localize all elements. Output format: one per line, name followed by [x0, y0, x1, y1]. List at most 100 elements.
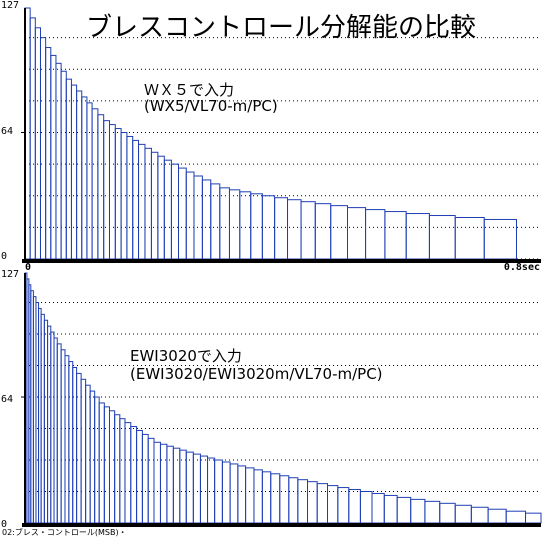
- chart-0-ytick-max: 127: [1, 0, 19, 11]
- chart-1-bar: [119, 418, 126, 524]
- chart-1-bar: [172, 447, 181, 524]
- chart-1-bar: [253, 469, 263, 524]
- chart-1-bar: [270, 473, 281, 524]
- chart-1-bar: [108, 410, 116, 524]
- chart-1-bar: [221, 461, 231, 524]
- chart-1-bar: [337, 487, 350, 524]
- chart-1-bar: [64, 355, 70, 524]
- chart-1-bar: [89, 390, 96, 524]
- chart-1-bar: [383, 494, 398, 524]
- chart-1-bar: [141, 433, 149, 524]
- chart-1-bar: [166, 445, 174, 524]
- chart-0-bar: [228, 189, 241, 260]
- chart-0-bar: [170, 163, 180, 260]
- chart-1-bar: [261, 471, 272, 524]
- chart-1-bar: [103, 406, 110, 524]
- chart-1-ytick-mid: 64: [1, 394, 13, 405]
- chart-1-bar: [68, 361, 74, 524]
- chart-1-bar: [237, 465, 247, 524]
- chart-0-bar: [330, 205, 349, 260]
- chart-0-title: ＷＸ５で入力: [144, 81, 234, 99]
- chart-0-bar: [29, 17, 36, 260]
- chart-0-bar: [55, 62, 62, 260]
- chart-1-ytick-max: 127: [1, 269, 19, 280]
- chart-0-bar: [347, 207, 367, 260]
- chart-0-bar: [70, 84, 78, 260]
- chart-1-bar: [56, 343, 62, 524]
- chart-1-bar: [316, 483, 329, 524]
- chart-1-bar: [307, 481, 318, 524]
- chart-1-bar: [279, 475, 290, 524]
- chart-0-bar: [86, 102, 93, 260]
- page-title: ブレスコントロール分解能の比較: [86, 13, 476, 43]
- chart-0-bar: [428, 215, 456, 260]
- chart-1-bar: [288, 477, 299, 524]
- chart-0-bar: [76, 90, 83, 260]
- chart-0-bar: [81, 96, 88, 260]
- chart-1-bar: [80, 378, 87, 524]
- chart-1-ytick-min: 0: [1, 519, 7, 530]
- chart-0-bar: [178, 167, 187, 260]
- chart-0-bar: [60, 70, 67, 260]
- chart-1-bar: [147, 437, 155, 524]
- chart-1-bar: [94, 396, 100, 524]
- footer-label: 02:ブレス・コントロール(MSB)・: [2, 527, 127, 537]
- chart-wx5: [21, 7, 541, 263]
- chart-0-bar: [483, 218, 517, 260]
- chart-1-bar: [60, 349, 66, 524]
- chart-1-bar: [505, 510, 527, 524]
- chart-0-bar: [138, 143, 146, 260]
- chart-1-bar: [245, 467, 255, 524]
- chart-0-bar: [65, 78, 72, 260]
- chart-0-xtick-end: 0.8sec: [504, 262, 540, 273]
- chart-0-bar: [193, 175, 203, 260]
- chart-1-bar: [348, 489, 361, 524]
- chart-0-xtick-start: 0: [25, 262, 31, 273]
- chart-1-bar: [98, 402, 105, 524]
- chart-1-bar: [114, 414, 121, 524]
- chart-1-bar: [124, 422, 132, 524]
- chart-0-bar: [45, 47, 52, 260]
- chart-1-bar: [424, 500, 441, 524]
- chart-1-bar: [396, 496, 412, 524]
- chart-1-bar: [371, 492, 385, 524]
- chart-1-bar: [153, 441, 161, 524]
- chart-1-bar: [487, 508, 507, 524]
- chart-1-bar: [136, 429, 143, 524]
- chart-1-bar: [85, 384, 91, 524]
- chart-ewi3020: [21, 272, 542, 527]
- chart-0-bar: [114, 128, 122, 260]
- chart-0-bar: [157, 155, 165, 260]
- chart-0-bar: [250, 193, 263, 260]
- chart-0-bar: [384, 211, 407, 260]
- chart-0-bar: [210, 183, 221, 260]
- chart-0-bar: [103, 120, 110, 260]
- chart-0-bar: [108, 124, 116, 260]
- chart-0-ytick-min: 0: [1, 251, 7, 262]
- chart-0-ytick-mid: 64: [1, 126, 13, 137]
- chart-0-bar: [239, 191, 252, 260]
- chart-0-bar: [126, 135, 134, 260]
- chart-1-bar: [192, 453, 201, 524]
- chart-0-bar: [97, 114, 105, 260]
- chart-1-bar: [525, 512, 542, 524]
- chart-0-bar: [150, 151, 159, 260]
- chart-0-bar: [300, 201, 316, 260]
- chart-0-bar: [274, 197, 289, 260]
- chart-1-bar: [454, 504, 472, 524]
- chart-0-bar: [50, 54, 57, 260]
- chart-1-bar: [359, 491, 373, 524]
- chart-0-bar: [144, 147, 152, 260]
- chart-0-bar: [261, 195, 276, 260]
- chart-1-bar: [76, 372, 82, 524]
- chart-0-bar: [219, 187, 230, 260]
- chart-1-bar: [159, 443, 168, 524]
- chart-0-bar: [365, 209, 386, 260]
- chart-0-bar: [163, 159, 172, 260]
- chart-0-bar: [287, 199, 302, 260]
- chart-1-bar: [229, 463, 239, 524]
- chart-1-bar: [199, 455, 209, 524]
- chart-1-bar: [72, 366, 78, 524]
- chart-1-bar: [130, 426, 138, 524]
